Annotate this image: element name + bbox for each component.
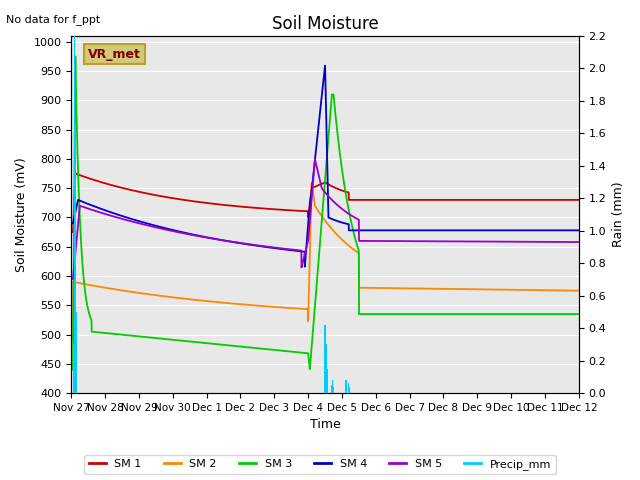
Bar bbox=[74, 345, 75, 393]
Bar bbox=[76, 312, 77, 393]
Bar bbox=[76, 377, 77, 393]
Bar bbox=[324, 385, 325, 393]
Bar bbox=[327, 385, 328, 393]
Y-axis label: Soil Moisture (mV): Soil Moisture (mV) bbox=[15, 157, 28, 272]
Bar bbox=[325, 331, 326, 393]
Bar bbox=[326, 369, 328, 393]
Text: VR_met: VR_met bbox=[88, 48, 141, 60]
Text: No data for f_ppt: No data for f_ppt bbox=[6, 14, 100, 25]
Y-axis label: Rain (mm): Rain (mm) bbox=[612, 182, 625, 247]
Bar bbox=[74, 36, 76, 393]
Bar bbox=[346, 380, 347, 393]
Legend: SM 1, SM 2, SM 3, SM 4, SM 5, Precip_mm: SM 1, SM 2, SM 3, SM 4, SM 5, Precip_mm bbox=[84, 455, 556, 474]
Bar bbox=[332, 380, 333, 393]
Bar bbox=[348, 384, 349, 393]
Bar bbox=[75, 133, 76, 393]
Bar bbox=[333, 386, 334, 393]
X-axis label: Time: Time bbox=[310, 419, 340, 432]
Bar bbox=[349, 386, 350, 393]
Bar bbox=[326, 345, 327, 393]
Bar bbox=[324, 325, 326, 393]
Title: Soil Moisture: Soil Moisture bbox=[272, 15, 378, 33]
Bar bbox=[345, 385, 346, 393]
Bar bbox=[331, 385, 333, 393]
